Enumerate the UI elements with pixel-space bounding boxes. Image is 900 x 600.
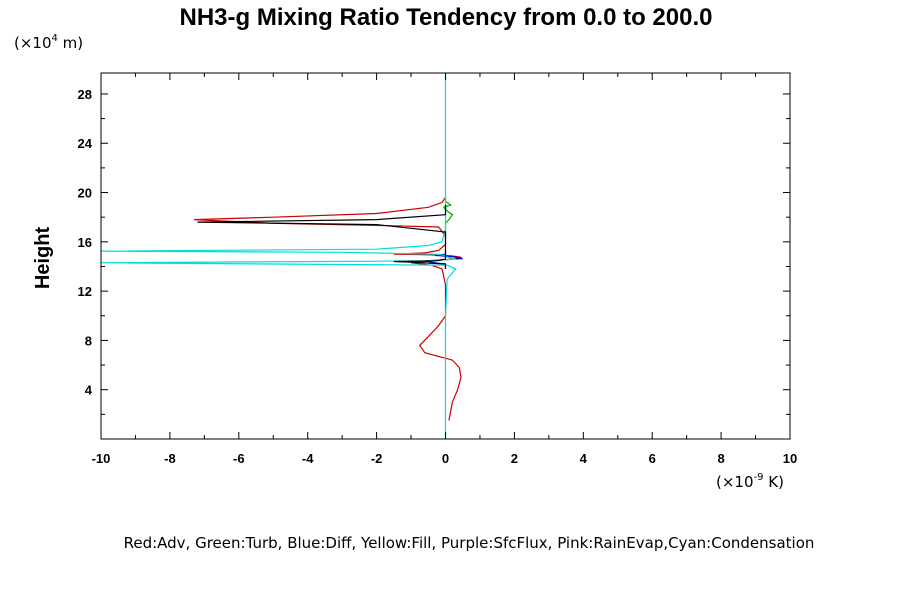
x-tick-label: 0 — [442, 451, 449, 466]
series-total-line — [197, 204, 447, 269]
y-tick-label: 12 — [78, 284, 92, 299]
series-adv-line — [193, 197, 462, 421]
x-tick-label: 2 — [511, 451, 518, 466]
x-tick-label: 6 — [649, 451, 656, 466]
x-tick-label: -8 — [164, 451, 176, 466]
y-tick-label: 20 — [78, 186, 92, 201]
y-axis-label: Height — [32, 227, 54, 290]
x-unit-label: (×10-9 K) — [716, 472, 784, 491]
y-tick-label: 4 — [85, 383, 93, 398]
x-tick-label: -6 — [233, 451, 245, 466]
y-unit-label: (×104 m) — [14, 33, 83, 52]
y-tick-label: 28 — [78, 87, 92, 102]
x-tick-label: -10 — [92, 451, 111, 466]
x-tick-label: -4 — [302, 451, 314, 466]
x-tick-label: 10 — [783, 451, 797, 466]
legend: Red:Adv, Green:Turb, Blue:Diff, Yellow:F… — [124, 534, 815, 552]
x-tick-label: 8 — [717, 451, 724, 466]
plot-frame — [100, 72, 791, 440]
y-tick-label: 8 — [85, 333, 92, 348]
x-tick-label: 4 — [580, 451, 588, 466]
y-tick-label: 24 — [78, 136, 93, 151]
series-condensation-line — [100, 73, 457, 439]
y-tick-label: 16 — [78, 235, 92, 250]
x-tick-label: -2 — [371, 451, 383, 466]
series-layer — [100, 73, 463, 439]
chart-title: NH3-g Mixing Ratio Tendency from 0.0 to … — [180, 4, 713, 31]
